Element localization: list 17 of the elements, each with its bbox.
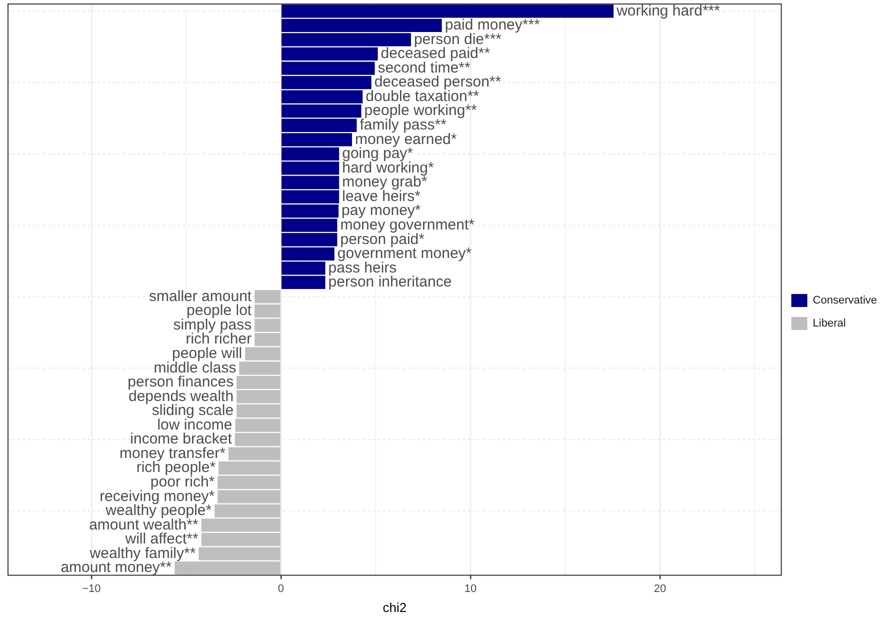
y-tick-label: smaller amount — [149, 288, 252, 305]
legend-label: Conservative — [812, 294, 878, 307]
y-tick-label: person inheritance — [328, 274, 452, 291]
y-tick-label: government money* — [337, 245, 472, 262]
y-tick-label: pay money* — [342, 202, 421, 220]
y-tick-label: people lot — [186, 302, 252, 320]
x-tick-label: 0 — [278, 582, 284, 595]
x-tick-label: 20 — [654, 582, 666, 595]
y-tick-label: people working** — [364, 102, 478, 120]
legend-label: Liberal — [812, 318, 846, 330]
y-tick-label: family pass** — [360, 116, 447, 134]
x-axis-title: chi2 — [382, 600, 407, 615]
y-tick-label: sliding scale — [152, 402, 234, 420]
y-tick-label: working hard*** — [616, 2, 720, 20]
y-tick-label: people will — [172, 345, 242, 362]
x-tick-label: 10 — [464, 582, 477, 595]
x-tick-label: −10 — [82, 582, 101, 595]
